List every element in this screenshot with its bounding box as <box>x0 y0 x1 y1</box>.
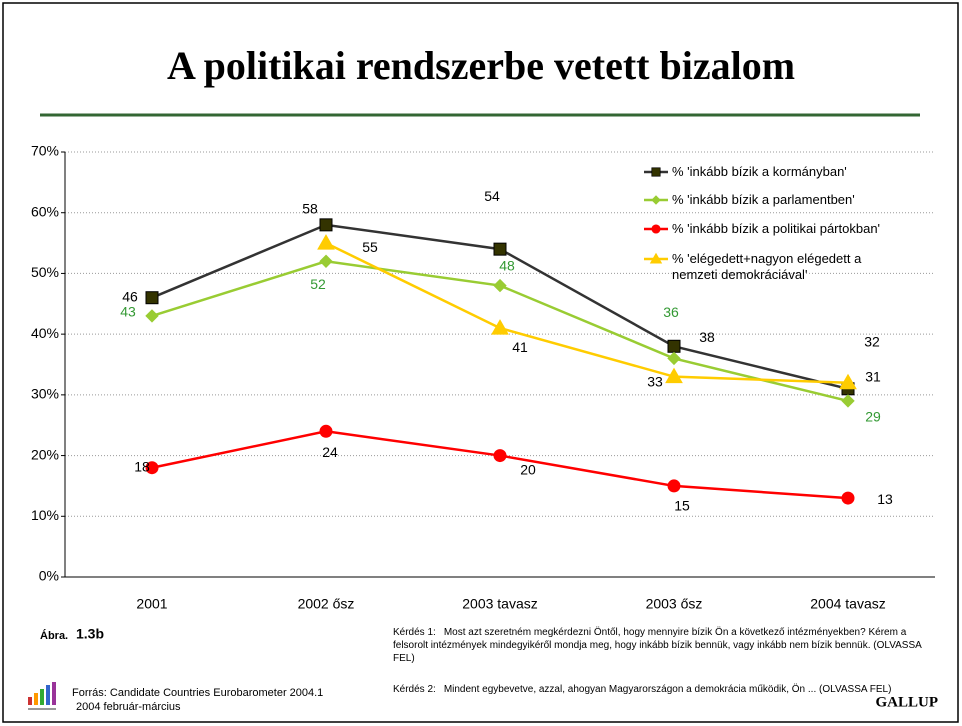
series-line <box>151 430 849 500</box>
marker <box>145 461 159 475</box>
series: 55 41 33 32 <box>317 234 880 390</box>
data-label: 55 <box>362 239 378 255</box>
legend-entry: % 'inkább bízik a parlamentben' <box>672 192 855 207</box>
note-label: Kérdés 2: <box>393 684 436 695</box>
data-label: 18 <box>134 458 150 474</box>
series: 46 58 54 38 31 <box>122 188 881 396</box>
marker <box>145 309 159 323</box>
marker <box>493 278 507 293</box>
marker <box>667 351 681 366</box>
marker <box>841 491 855 505</box>
source-date: 2004 február-március <box>76 701 181 713</box>
marker <box>319 254 333 268</box>
x-tick-label: 2002 ősz <box>298 596 355 612</box>
legend-entry: % 'elégedett+nagyon elégedett a nemzeti … <box>672 251 862 282</box>
marker <box>667 339 681 353</box>
legend-entry: % 'inkább bízik a politikai pártokban' <box>672 221 881 236</box>
note-text: Most azt szeretném megkérdezni Öntől, ho… <box>393 627 922 664</box>
marker <box>667 479 681 493</box>
data-label: 29 <box>865 409 881 425</box>
data-label: 41 <box>512 339 528 355</box>
marker <box>651 167 661 177</box>
x-tick-label: 2004 tavasz <box>810 596 886 612</box>
note-label: Kérdés 1: <box>393 627 436 638</box>
data-label: 15 <box>674 498 690 514</box>
data-label: 20 <box>520 461 536 477</box>
marker <box>841 394 855 408</box>
data-label: 46 <box>122 288 138 304</box>
data-label: 43 <box>120 304 136 320</box>
data-label: 13 <box>877 491 893 507</box>
marker <box>493 449 507 463</box>
source: Forrás: Candidate Countries Eurobaromete… <box>72 687 323 699</box>
marker <box>491 319 509 335</box>
x-tick-label: 2003 ősz <box>646 596 703 612</box>
marker <box>665 367 683 384</box>
y-tick-label: 50% <box>31 264 59 280</box>
legend-entry: % 'inkább bízik a kormányban' <box>672 164 847 179</box>
marker <box>319 218 333 232</box>
note: Kérdés 1: Most azt szeretném megkérdezni … <box>393 626 938 665</box>
logo <box>28 682 56 710</box>
data-label: 58 <box>302 201 318 217</box>
series: 43 52 48 36 29 <box>120 254 881 425</box>
data-label: 52 <box>310 276 326 292</box>
y-tick-label: 10% <box>31 507 59 523</box>
data-label: 33 <box>647 373 663 389</box>
y-tick-label: 60% <box>31 203 59 219</box>
marker <box>651 224 661 234</box>
data-label: 24 <box>322 444 338 460</box>
y-tick-label: 30% <box>31 386 59 402</box>
data-label: 48 <box>499 257 515 273</box>
data-label: 31 <box>865 368 881 384</box>
marker <box>493 242 507 256</box>
marker <box>839 373 857 390</box>
marker <box>319 424 333 438</box>
x-tick-label: 2003 tavasz <box>462 596 538 612</box>
figure-number: 1.3b <box>76 626 104 642</box>
data-label: 38 <box>699 329 715 345</box>
note: Kérdés 2: Mindent egybevetve, azzal, ahog… <box>393 683 938 696</box>
series-line <box>325 241 849 384</box>
chart-title: A politikai rendszerbe vetett bizalom <box>167 43 795 88</box>
marker <box>145 291 159 305</box>
y-tick-label: 40% <box>31 325 59 341</box>
brand: GALLUP <box>875 694 938 710</box>
data-label: 54 <box>484 188 500 204</box>
figure-label: Ábra. <box>40 629 68 642</box>
y-tick-label: 20% <box>31 446 59 462</box>
y-tick-label: 70% <box>31 143 59 159</box>
legend <box>644 167 668 264</box>
marker <box>649 252 663 264</box>
note-text: Mindent egybevetve, azzal, ahogyan Magya… <box>443 684 892 695</box>
x-tick-label: 2001 <box>136 596 167 612</box>
marker <box>317 234 335 250</box>
y-tick-label: 0% <box>39 568 59 584</box>
marker <box>651 195 661 205</box>
data-label: 32 <box>864 333 880 349</box>
series: 18 24 20 15 13 <box>134 424 893 514</box>
data-label: 36 <box>663 304 679 320</box>
